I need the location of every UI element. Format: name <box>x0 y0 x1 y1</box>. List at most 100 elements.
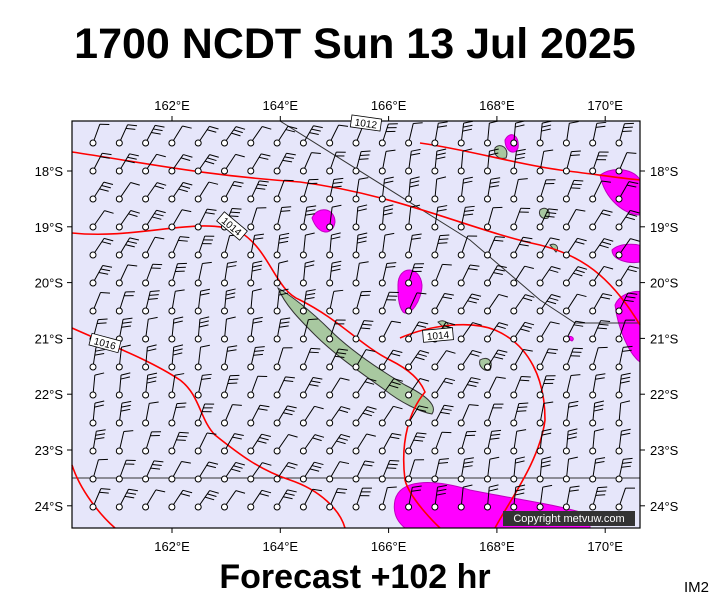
barb-station <box>457 167 465 175</box>
barb-feather <box>489 185 499 188</box>
barb-station <box>562 223 570 231</box>
barb-station <box>142 223 150 231</box>
barb-station <box>115 223 123 231</box>
barb-feather <box>496 376 506 379</box>
barb-feather <box>472 349 482 354</box>
barb-feather <box>340 406 351 410</box>
barb-station <box>405 363 413 371</box>
barb-feather <box>384 176 394 180</box>
barb-feather <box>176 402 187 405</box>
barb-feather <box>208 461 219 465</box>
map-background <box>72 121 640 528</box>
barb-feather <box>418 321 429 325</box>
barb-feather <box>128 488 138 492</box>
barb-station <box>168 447 176 455</box>
barb-station <box>221 419 228 427</box>
barb-feather <box>548 208 558 211</box>
barb-station <box>536 503 544 511</box>
latitude-label: 18°S <box>650 164 679 179</box>
barb-station <box>615 475 623 483</box>
barb-feather <box>311 465 322 469</box>
barb-station <box>299 307 307 315</box>
barb-feather <box>147 372 158 376</box>
barb-feather <box>518 178 528 181</box>
barb-feather <box>463 461 474 464</box>
barb-station <box>89 139 97 147</box>
barb-feather <box>596 121 607 124</box>
barb-feather <box>199 320 209 324</box>
barb-feather <box>231 207 242 210</box>
barb-feather <box>147 376 157 380</box>
barb-feather <box>365 349 376 353</box>
barb-feather <box>415 356 425 361</box>
barb-station <box>221 307 228 315</box>
barb-station <box>142 251 150 259</box>
barb-feather <box>207 129 217 133</box>
barb-feather <box>488 488 499 492</box>
barb-station <box>484 447 491 455</box>
barb-station <box>431 503 439 511</box>
barb-feather <box>183 181 193 186</box>
barb-station <box>510 251 518 259</box>
barb-feather <box>596 490 607 493</box>
barb-station <box>352 363 360 371</box>
barb-feather <box>209 125 219 130</box>
barb-station <box>405 139 413 147</box>
barb-station <box>510 223 518 231</box>
barb-feather <box>202 261 212 264</box>
barb-feather <box>200 288 211 292</box>
barb-station <box>378 419 386 427</box>
barb-station <box>194 363 202 371</box>
barb-feather <box>490 433 501 436</box>
barb-station <box>299 335 307 343</box>
barb-feather <box>333 289 344 292</box>
barb-feather <box>385 149 396 152</box>
barb-station <box>589 195 597 203</box>
barb-feather <box>627 213 638 217</box>
barb-feather <box>623 345 633 348</box>
barb-station <box>194 251 202 259</box>
barb-feather <box>516 148 526 152</box>
barb-feather <box>627 292 638 295</box>
barb-feather <box>233 129 243 134</box>
barb-station <box>562 167 570 175</box>
barb-station <box>142 167 150 175</box>
barb-feather <box>364 381 375 385</box>
barb-station <box>142 503 150 511</box>
barb-feather <box>515 460 525 464</box>
barb-feather <box>600 320 611 322</box>
barb-feather <box>597 486 608 489</box>
barb-station <box>326 447 334 455</box>
barb-feather <box>601 241 612 246</box>
barb-feather <box>148 316 158 320</box>
barb-feather <box>313 125 323 129</box>
barb-feather <box>546 211 557 214</box>
barb-feather <box>389 436 400 440</box>
barb-station <box>247 503 255 511</box>
barb-station <box>273 503 281 511</box>
barb-station <box>431 391 439 399</box>
barb-feather <box>413 439 424 442</box>
barb-feather <box>100 291 111 294</box>
barb-station <box>247 223 255 231</box>
barb-feather <box>550 237 560 241</box>
barb-feather <box>463 484 473 488</box>
barb-feather <box>95 349 105 352</box>
barb-station <box>273 223 281 231</box>
barb-feather <box>469 404 479 406</box>
barb-station <box>431 363 439 371</box>
barb-feather <box>283 412 293 416</box>
barb-station <box>431 307 439 315</box>
barb-feather <box>410 152 421 156</box>
barb-feather <box>254 233 265 236</box>
barb-station <box>589 279 597 287</box>
barb-station <box>115 419 123 427</box>
barb-station <box>89 251 97 259</box>
barb-station <box>221 279 228 287</box>
longitude-label: 164°E <box>263 98 299 113</box>
forecast-label: Forecast +102 hr <box>219 558 490 596</box>
barb-station <box>299 447 307 455</box>
barb-feather <box>129 153 139 157</box>
barb-feather <box>101 185 111 189</box>
barb-feather <box>130 210 140 214</box>
